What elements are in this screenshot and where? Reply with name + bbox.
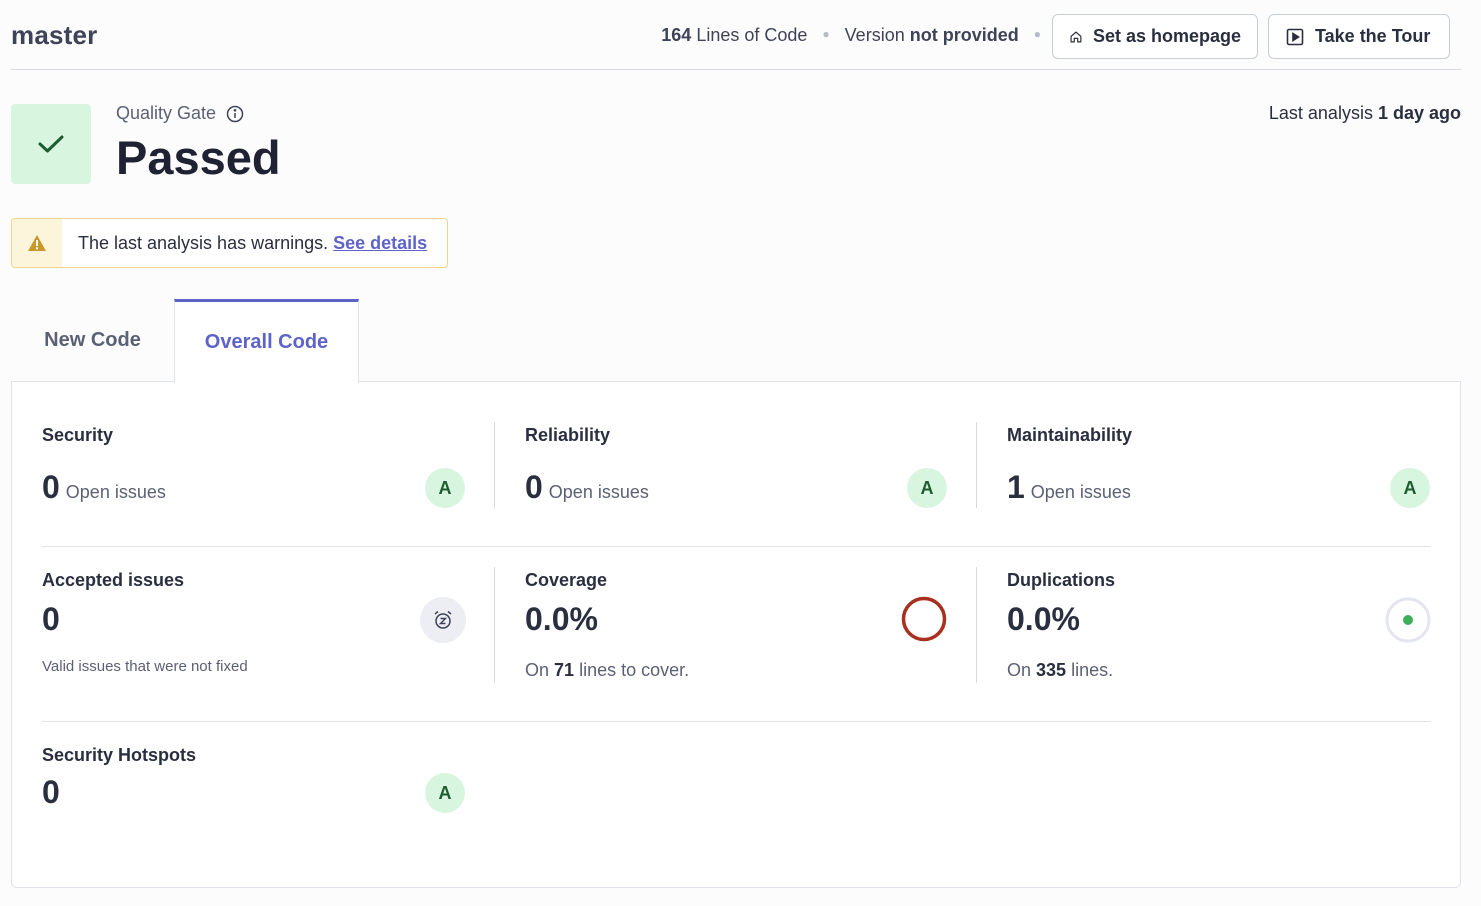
duplications-indicator-icon bbox=[1385, 597, 1431, 643]
warning-icon-wrap bbox=[12, 219, 62, 267]
reliability-count: 0 bbox=[525, 469, 543, 505]
duplications-title: Duplications bbox=[1007, 570, 1116, 590]
duplications-sub-prefix: On bbox=[1007, 660, 1032, 680]
column-divider bbox=[976, 567, 977, 683]
row-divider bbox=[42, 546, 1431, 547]
tab-new-code[interactable]: New Code bbox=[11, 299, 174, 382]
separator-dot: ● bbox=[822, 27, 830, 41]
coverage-value[interactable]: 0.0% bbox=[525, 601, 598, 637]
take-tour-button[interactable]: Take the Tour bbox=[1268, 14, 1450, 59]
maintainability-count: 1 bbox=[1007, 469, 1025, 505]
row-divider bbox=[42, 721, 1431, 722]
security-title[interactable]: Security bbox=[42, 425, 114, 445]
maintainability-title[interactable]: Maintainability bbox=[1007, 425, 1133, 445]
accepted-issues-title: Accepted issues bbox=[42, 570, 185, 590]
security-unit: Open issues bbox=[65, 482, 166, 502]
check-icon bbox=[38, 135, 64, 153]
coverage-sub-prefix: On bbox=[525, 660, 550, 680]
project-meta: 164 Lines of Code ● Version not provided… bbox=[661, 25, 1051, 46]
quality-gate-status-box bbox=[11, 104, 91, 184]
warning-icon bbox=[28, 235, 46, 251]
loc-count: 164 bbox=[661, 25, 692, 45]
reliability-value[interactable]: 0 Open issues bbox=[525, 469, 649, 506]
coverage-title: Coverage bbox=[525, 570, 608, 590]
maintainability-grade-badge[interactable]: A bbox=[1390, 468, 1430, 508]
duplications-subtext: On 335 lines. bbox=[1007, 660, 1113, 681]
duplications-lines-count[interactable]: 335 bbox=[1036, 660, 1067, 680]
play-icon bbox=[1286, 28, 1304, 45]
coverage-donut-icon bbox=[901, 596, 947, 642]
security-hotspots-value[interactable]: 0 bbox=[42, 774, 60, 810]
last-analysis: Last analysis 1 day ago bbox=[1269, 103, 1461, 124]
security-value[interactable]: 0 Open issues bbox=[42, 469, 166, 506]
reliability-grade-badge[interactable]: A bbox=[907, 468, 947, 508]
maintainability-unit: Open issues bbox=[1030, 482, 1131, 502]
security-count: 0 bbox=[42, 469, 60, 505]
set-homepage-button[interactable]: Set as homepage bbox=[1052, 14, 1258, 59]
home-icon bbox=[1070, 31, 1082, 42]
analysis-warning-banner: The last analysis has warnings. See detai… bbox=[11, 218, 448, 268]
security-hotspots-grade-badge[interactable]: A bbox=[425, 773, 465, 813]
tab-overall-code[interactable]: Overall Code bbox=[174, 299, 359, 383]
warning-message: The last analysis has warnings. bbox=[78, 232, 329, 253]
quality-gate-status: Passed bbox=[116, 131, 281, 184]
version-value: not provided bbox=[909, 25, 1019, 45]
reliability-title[interactable]: Reliability bbox=[525, 425, 611, 445]
snooze-clock-icon bbox=[434, 610, 452, 629]
quality-gate-label-text: Quality Gate bbox=[116, 103, 217, 123]
column-divider bbox=[494, 422, 495, 508]
maintainability-value[interactable]: 1 Open issues bbox=[1007, 469, 1131, 506]
see-details-link[interactable]: See details bbox=[333, 232, 428, 253]
accepted-issues-icon-wrap bbox=[420, 597, 466, 643]
separator-dot: ● bbox=[1033, 27, 1041, 41]
duplications-value[interactable]: 0.0% bbox=[1007, 601, 1080, 637]
last-analysis-label: Last analysis bbox=[1268, 103, 1373, 123]
page-header: master 164 Lines of Code ● Version not p… bbox=[11, 0, 1461, 70]
security-hotspots-title: Security Hotspots bbox=[42, 745, 197, 765]
coverage-ring-icon bbox=[901, 596, 947, 642]
version-label: Version bbox=[844, 25, 905, 45]
column-divider bbox=[494, 567, 495, 683]
reliability-unit: Open issues bbox=[548, 482, 649, 502]
security-grade-badge[interactable]: A bbox=[425, 468, 465, 508]
coverage-lines-count[interactable]: 71 bbox=[554, 660, 575, 680]
coverage-subtext: On 71 lines to cover. bbox=[525, 660, 689, 681]
quality-gate-label: Quality Gate bbox=[116, 103, 244, 124]
duplication-dot-icon bbox=[1385, 597, 1431, 643]
set-homepage-label: Set as homepage bbox=[1092, 26, 1241, 46]
coverage-sub-suffix: lines to cover. bbox=[579, 660, 690, 680]
warning-text: The last analysis has warnings. See detai… bbox=[62, 233, 427, 254]
loc-label: Lines of Code bbox=[696, 25, 808, 45]
branch-name: master bbox=[11, 20, 98, 50]
take-tour-label: Take the Tour bbox=[1315, 26, 1431, 46]
last-analysis-value: 1 day ago bbox=[1377, 103, 1461, 123]
column-divider bbox=[976, 422, 977, 508]
accepted-issues-value[interactable]: 0 bbox=[42, 601, 60, 637]
measures-panel: Security 0 Open issues A Reliability 0 Ope… bbox=[11, 381, 1461, 888]
info-icon[interactable] bbox=[226, 105, 244, 123]
accepted-issues-note: Valid issues that were not fixed bbox=[42, 658, 248, 675]
duplications-sub-suffix: lines. bbox=[1071, 660, 1114, 680]
